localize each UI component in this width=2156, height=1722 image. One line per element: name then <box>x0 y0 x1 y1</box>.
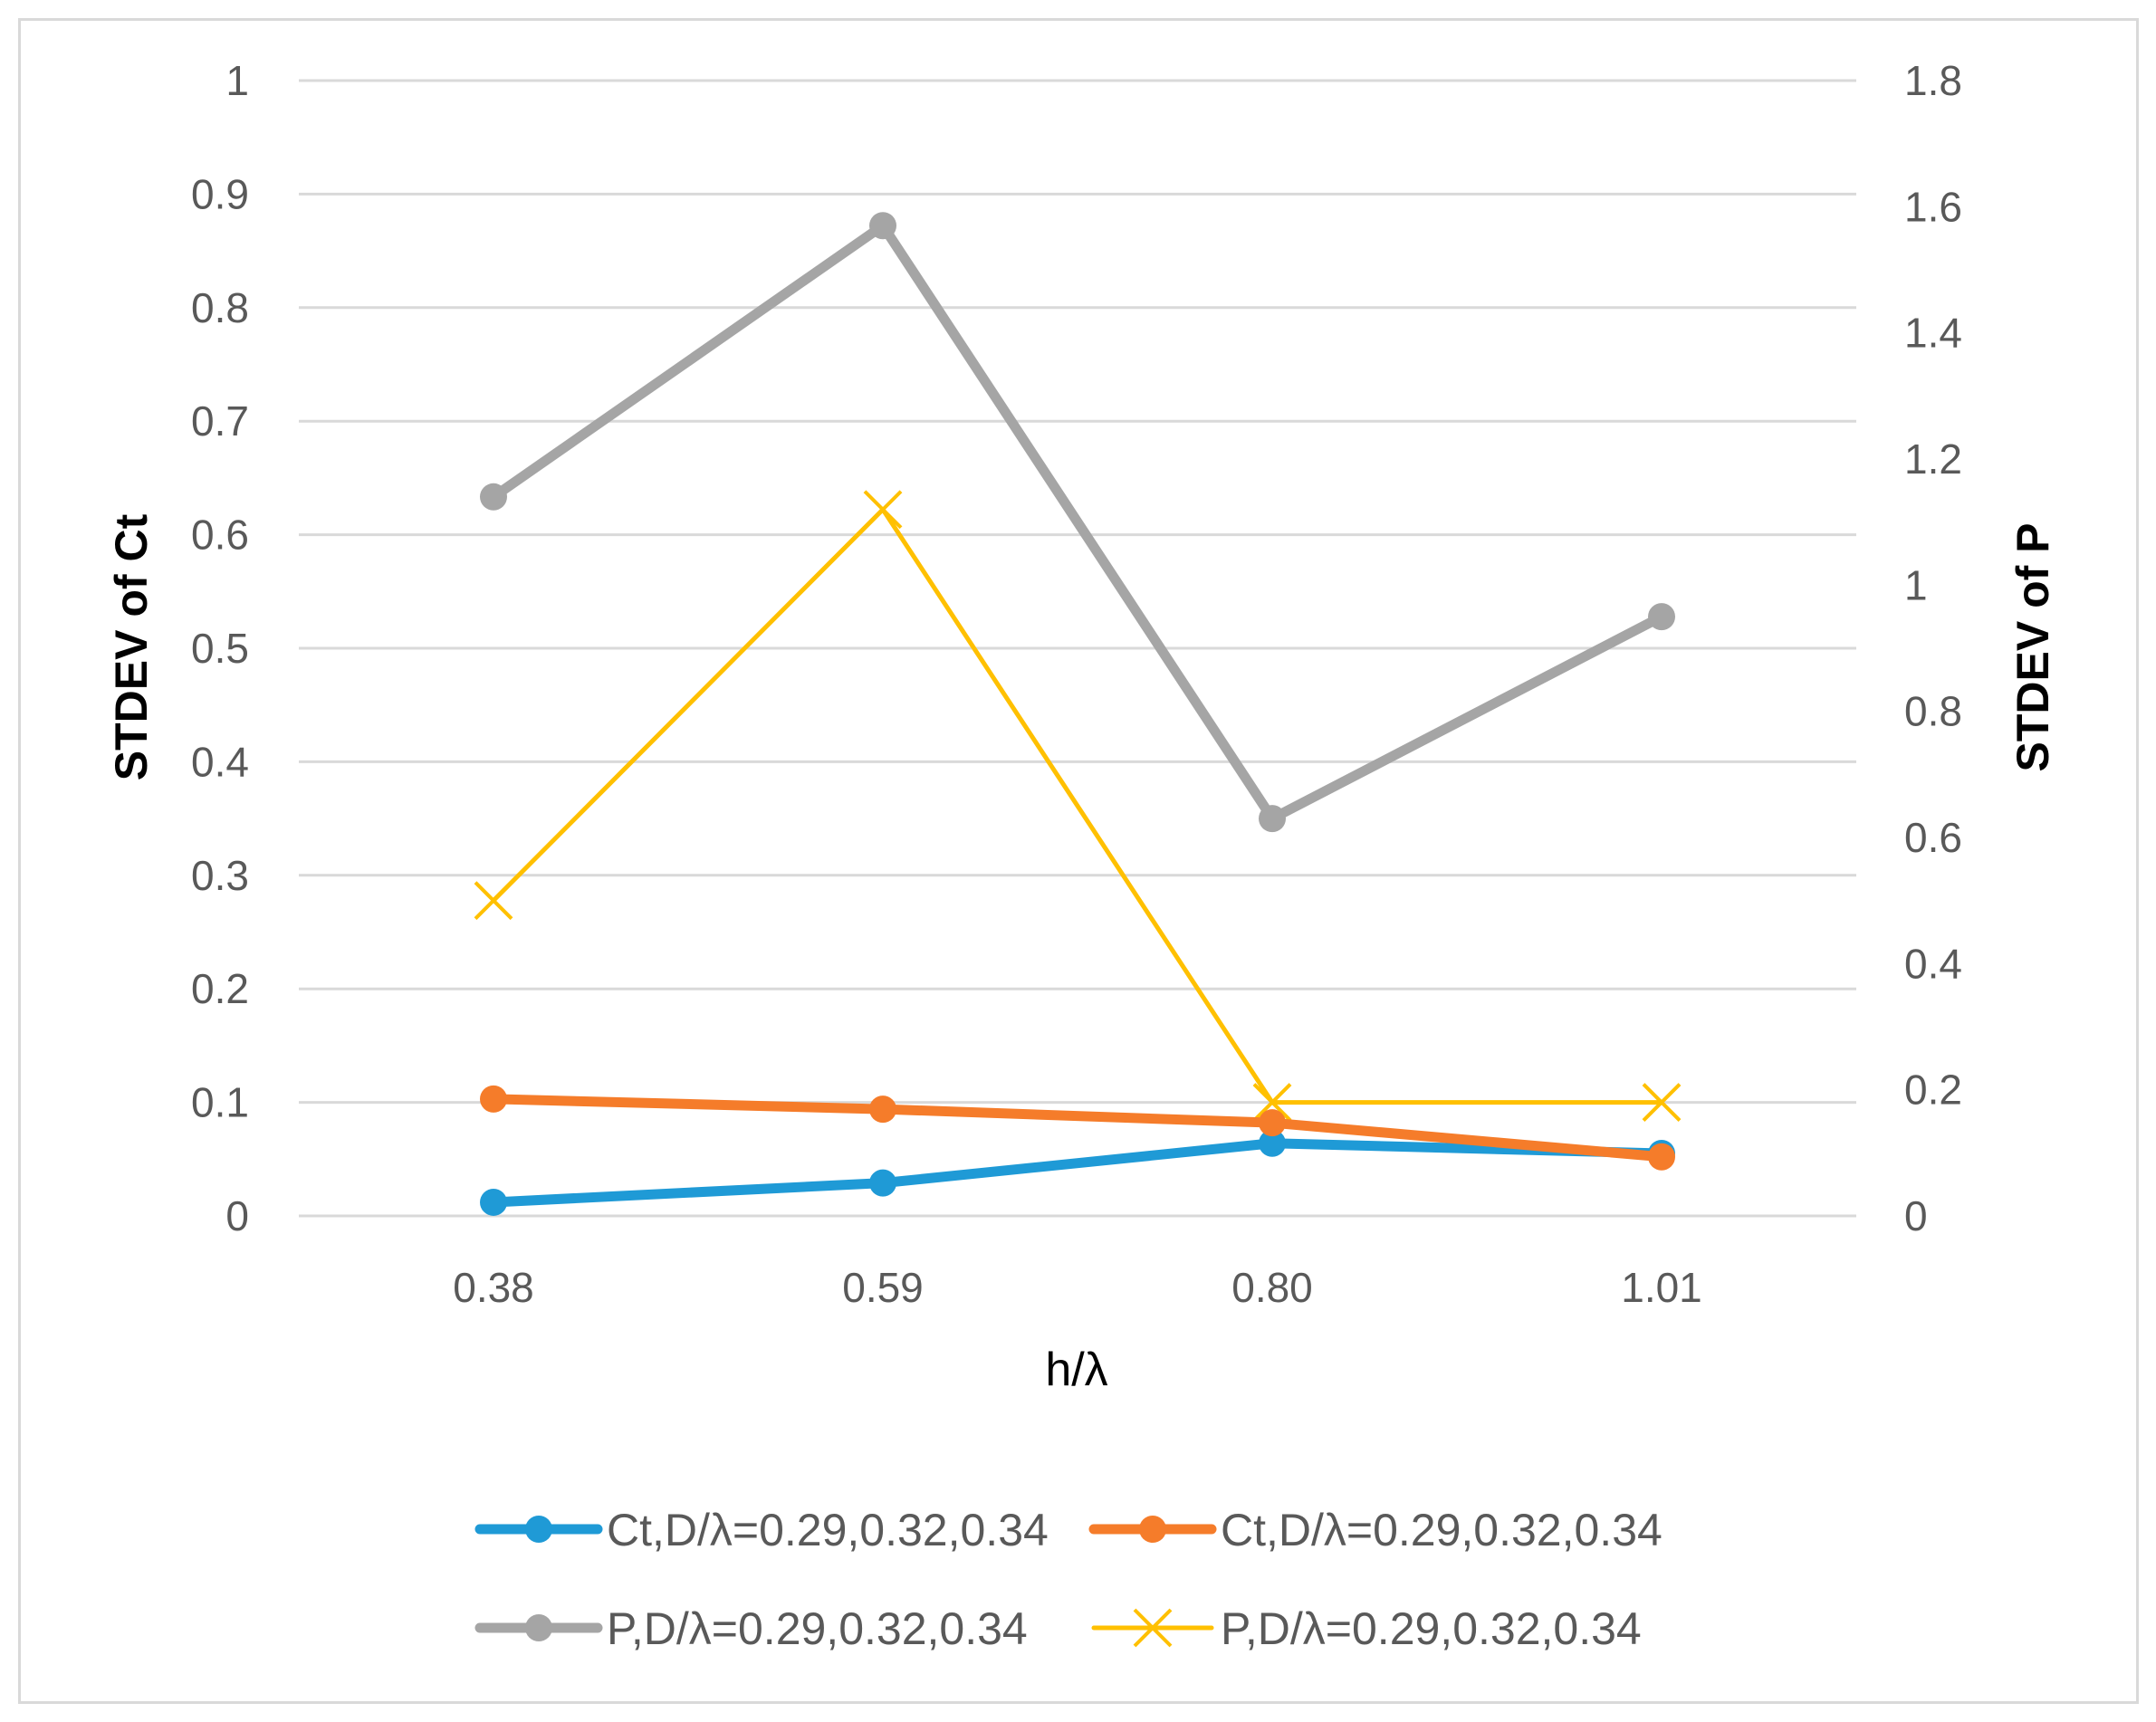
series-line <box>491 507 1664 1105</box>
legend-label: P,D/λ=0.29,0.32,0.34 <box>607 1603 1028 1654</box>
y-left-tick-label: 0.7 <box>191 397 249 445</box>
y-right-tick-label: 1.4 <box>1904 310 1962 357</box>
data-point <box>480 1188 507 1216</box>
y-axis-left-ticks: 0 0.1 0.2 0.3 0.4 0.5 0.6 0.7 0.8 0.9 1 <box>191 57 249 1239</box>
chart-frame <box>18 18 2139 1704</box>
y-right-tick-label: 0.4 <box>1904 940 1962 987</box>
y-right-tick-label: 1.6 <box>1904 183 1962 230</box>
data-point <box>863 490 903 530</box>
data-point <box>1648 603 1675 631</box>
legend-item-1: Ct,D/λ=0.29,0.32,0.34 <box>474 1505 1049 1555</box>
x-axis-ticks: 0.38 0.59 0.80 1.01 <box>453 1264 1702 1311</box>
legend-item-2: Ct,D/λ=0.29,0.32,0.34 <box>1088 1505 1663 1555</box>
x-axis-title: h/λ <box>1045 1344 1107 1396</box>
y-left-tick-label: 0.2 <box>191 965 249 1012</box>
y-right-tick-label: 1.8 <box>1904 57 1962 104</box>
data-point <box>1252 1083 1292 1123</box>
x-tick-label: 0.59 <box>842 1264 924 1311</box>
legend-label: Ct,D/λ=0.29,0.32,0.34 <box>1221 1505 1663 1555</box>
legend: Ct,D/λ=0.29,0.32,0.34 Ct,D/λ=0.29,0.32,0.… <box>474 1505 1663 1654</box>
data-point <box>869 1095 896 1124</box>
data-point <box>480 1085 507 1113</box>
series-2 <box>480 1085 1675 1171</box>
series-line <box>488 220 1667 824</box>
series <box>474 212 1682 1216</box>
y-left-tick-label: 0.8 <box>191 284 249 331</box>
y-left-tick-label: 0.9 <box>191 170 249 217</box>
series-line <box>488 1094 1667 1162</box>
data-point <box>1648 1143 1675 1171</box>
series-3 <box>480 212 1675 833</box>
y-left-tick-label: 0 <box>225 1192 249 1239</box>
data-point <box>1642 1083 1682 1123</box>
legend-swatch-marker <box>525 1614 552 1641</box>
data-point <box>869 1169 896 1197</box>
y-left-tick-label: 0.5 <box>191 625 249 672</box>
y-left-tick-label: 0.3 <box>191 852 249 899</box>
y-right-tick-label: 0.8 <box>1904 688 1962 735</box>
legend-item-4: P,D/λ=0.29,0.32,0.34 <box>1091 1603 1642 1654</box>
series-4 <box>474 490 1682 1123</box>
legend-label: Ct,D/λ=0.29,0.32,0.34 <box>607 1505 1049 1555</box>
legend-label: P,D/λ=0.29,0.32,0.34 <box>1221 1603 1642 1654</box>
y-right-tick-label: 0.2 <box>1904 1067 1962 1114</box>
y-left-tick-label: 0.4 <box>191 738 249 785</box>
legend-swatch-marker <box>525 1516 552 1543</box>
y-axis-right-title: STDEV of P <box>2007 522 2058 771</box>
x-tick-label: 1.01 <box>1621 1264 1702 1311</box>
y-right-tick-label: 1.2 <box>1904 435 1962 483</box>
y-right-tick-label: 0 <box>1904 1192 1928 1239</box>
data-point <box>1259 1109 1286 1137</box>
y-right-tick-label: 1 <box>1904 561 1928 608</box>
data-point <box>869 212 896 240</box>
y-axis-right-ticks: 0 0.2 0.4 0.6 0.8 1 1.2 1.4 1.6 1.8 <box>1904 57 1962 1239</box>
y-left-tick-label: 0.6 <box>191 512 249 559</box>
series-line <box>488 1138 1667 1208</box>
legend-swatch-marker <box>1139 1516 1166 1543</box>
data-point <box>480 483 507 511</box>
y-axis-left-title: STDEV of Ct <box>106 513 157 780</box>
data-point <box>474 881 513 921</box>
x-tick-label: 0.80 <box>1231 1264 1313 1311</box>
data-point <box>1259 1129 1286 1157</box>
x-tick-label: 0.38 <box>453 1264 534 1311</box>
y-left-tick-label: 0.1 <box>191 1079 249 1126</box>
legend-swatch-marker <box>1133 1608 1173 1648</box>
y-left-tick-label: 1 <box>225 57 249 104</box>
data-point <box>1259 805 1286 833</box>
y-right-tick-label: 0.6 <box>1904 814 1962 861</box>
legend-item-3: P,D/λ=0.29,0.32,0.34 <box>474 1603 1028 1654</box>
gridlines <box>299 79 1856 1218</box>
